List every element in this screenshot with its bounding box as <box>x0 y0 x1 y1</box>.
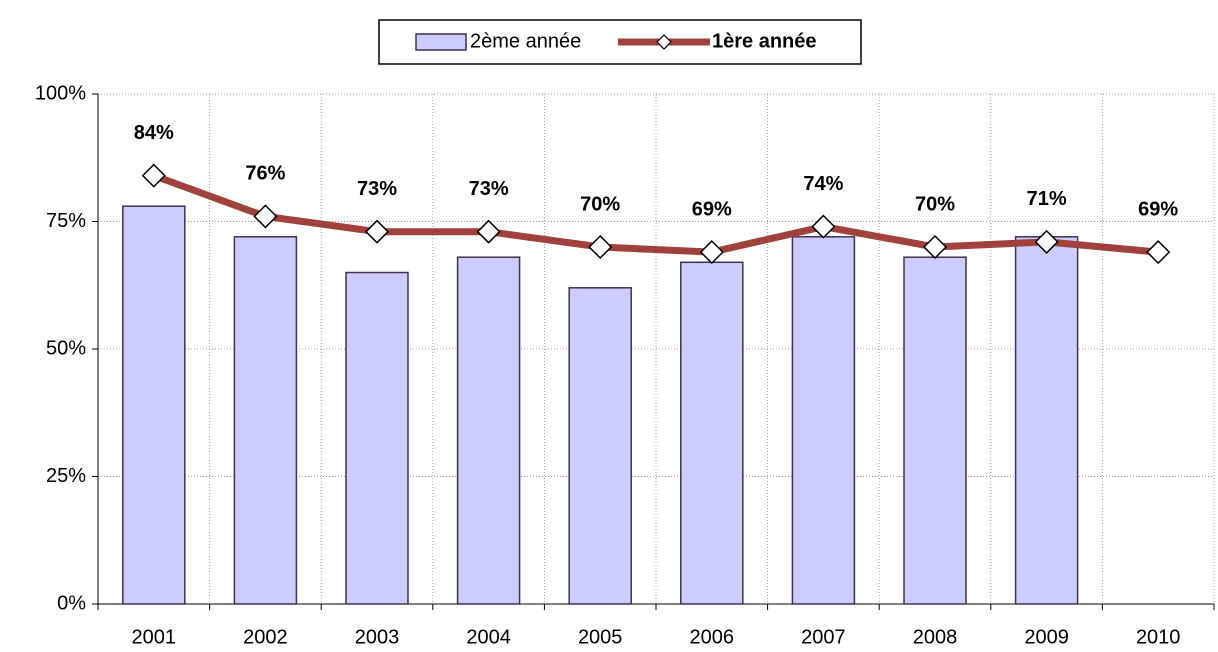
marker <box>476 219 501 244</box>
marker <box>1034 229 1059 254</box>
bar <box>568 287 632 605</box>
x-tick-label: 2002 <box>243 626 288 648</box>
x-tick-label: 2010 <box>1136 626 1181 648</box>
marker <box>364 219 390 244</box>
data-label: 73% <box>357 178 397 200</box>
data-label: 76% <box>245 163 285 185</box>
x-tick-label: 2006 <box>690 626 735 648</box>
data-label: 71% <box>1027 188 1067 210</box>
data-label: 74% <box>803 173 843 195</box>
x-tick-label: 2007 <box>801 626 846 648</box>
bar <box>122 205 186 605</box>
y-tick-label: 25% <box>46 465 86 487</box>
data-label: 69% <box>1138 198 1178 220</box>
y-tick-label: 100% <box>35 82 86 104</box>
marker <box>811 214 836 239</box>
legend-swatch <box>415 33 467 51</box>
x-tick-label: 2001 <box>132 626 177 648</box>
x-tick-label: 2003 <box>355 626 400 648</box>
marker <box>141 163 166 188</box>
marker <box>253 204 278 229</box>
bar <box>233 236 298 605</box>
data-label: 70% <box>915 193 955 215</box>
y-tick-label: 75% <box>46 210 86 232</box>
x-tick-label: 2009 <box>1024 626 1069 648</box>
data-label: 70% <box>580 193 620 215</box>
bar <box>680 261 744 605</box>
data-label: 84% <box>134 122 174 144</box>
bar <box>345 271 409 605</box>
data-label: 73% <box>469 178 509 200</box>
legend-label: 1ère année <box>712 30 817 52</box>
x-tick-label: 2005 <box>578 626 623 648</box>
legend-marker <box>656 34 672 50</box>
line <box>152 172 1159 256</box>
x-tick-label: 2008 <box>913 626 958 648</box>
bar <box>903 256 967 605</box>
data-label: 69% <box>692 198 732 220</box>
marker <box>1146 240 1171 265</box>
y-tick-label: 50% <box>46 337 86 359</box>
y-tick-label: 0% <box>57 592 86 614</box>
bar <box>456 256 521 605</box>
marker <box>699 240 724 265</box>
bar <box>1014 236 1079 605</box>
marker <box>922 234 948 260</box>
marker <box>588 234 613 260</box>
legend-label: 2ème année <box>470 30 581 52</box>
x-tick-label: 2004 <box>466 626 511 648</box>
bar <box>791 236 856 605</box>
